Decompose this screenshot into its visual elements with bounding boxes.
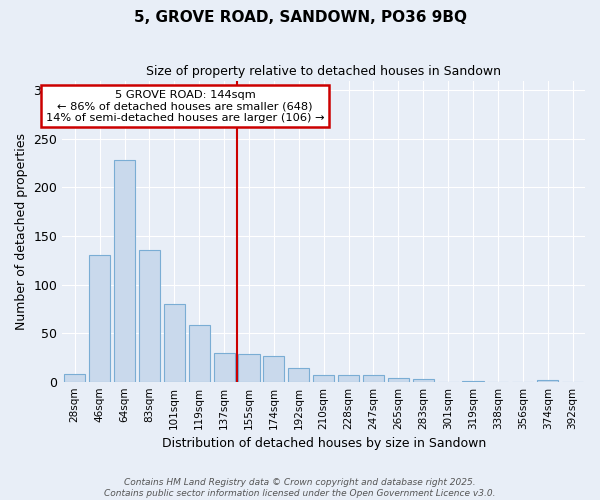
Bar <box>89 256 110 382</box>
Bar <box>64 374 85 382</box>
Bar <box>463 380 484 382</box>
Title: Size of property relative to detached houses in Sandown: Size of property relative to detached ho… <box>146 65 501 78</box>
Y-axis label: Number of detached properties: Number of detached properties <box>15 132 28 330</box>
Text: 5, GROVE ROAD, SANDOWN, PO36 9BQ: 5, GROVE ROAD, SANDOWN, PO36 9BQ <box>133 10 467 25</box>
Bar <box>288 368 310 382</box>
Bar <box>413 379 434 382</box>
Bar <box>363 375 384 382</box>
Bar <box>139 250 160 382</box>
Bar <box>388 378 409 382</box>
Bar <box>238 354 260 382</box>
Bar <box>188 326 210 382</box>
Bar <box>537 380 558 382</box>
Bar <box>214 352 235 382</box>
Bar <box>338 375 359 382</box>
X-axis label: Distribution of detached houses by size in Sandown: Distribution of detached houses by size … <box>161 437 486 450</box>
Bar <box>313 375 334 382</box>
Text: 5 GROVE ROAD: 144sqm
← 86% of detached houses are smaller (648)
14% of semi-deta: 5 GROVE ROAD: 144sqm ← 86% of detached h… <box>46 90 325 123</box>
Text: Contains HM Land Registry data © Crown copyright and database right 2025.
Contai: Contains HM Land Registry data © Crown c… <box>104 478 496 498</box>
Bar <box>263 356 284 382</box>
Bar <box>114 160 135 382</box>
Bar <box>164 304 185 382</box>
